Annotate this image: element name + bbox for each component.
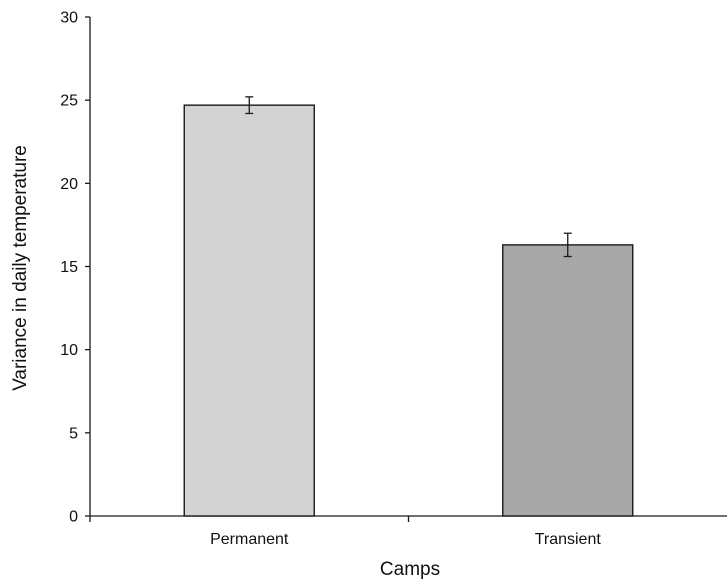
bar-permanent <box>183 104 315 517</box>
y-tick-label-10: 10 <box>60 342 78 359</box>
y-tick-label-30: 30 <box>60 10 78 27</box>
y-tick-label-20: 20 <box>60 176 78 193</box>
tick-labels: 0 5 10 15 20 25 30 Permanent Transient <box>60 10 601 549</box>
error-bars <box>245 96 572 258</box>
x-axis-title: Camps <box>380 559 440 580</box>
y-tick-label-25: 25 <box>60 93 78 110</box>
y-tick-label-15: 15 <box>60 259 78 276</box>
bars <box>183 104 634 517</box>
y-tick-label-5: 5 <box>69 425 78 442</box>
y-axis <box>85 16 91 517</box>
y-axis-title: Variance in daily temperature <box>10 145 31 391</box>
bar-transient <box>502 244 634 517</box>
x-tick-label-permanent: Permanent <box>210 531 289 548</box>
x-tick-label-transient: Transient <box>535 531 602 548</box>
x-axis <box>89 515 727 522</box>
y-tick-label-0: 0 <box>69 509 78 526</box>
